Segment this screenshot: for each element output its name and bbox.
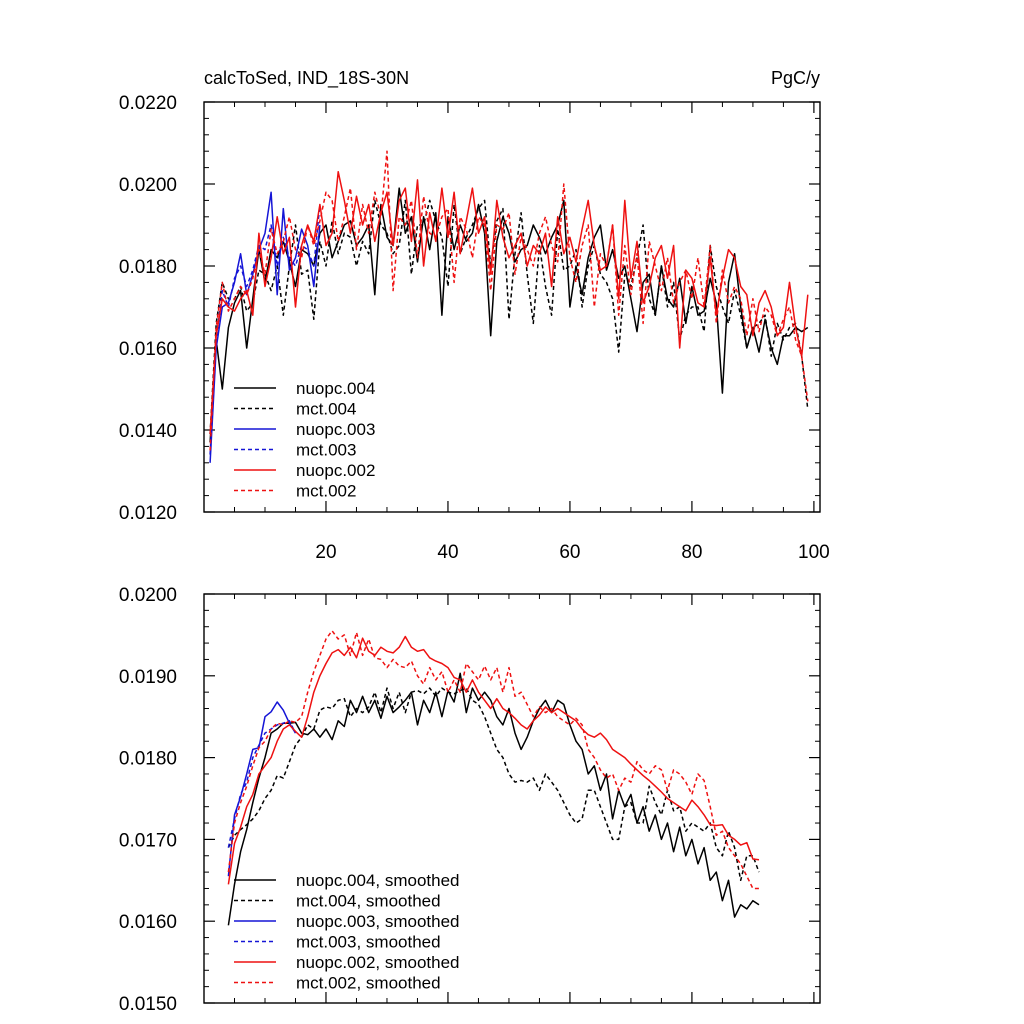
y-tick-label: 0.0180 — [119, 749, 177, 770]
series-line-mct-003-smoothed — [227, 720, 297, 848]
legend-label: mct.003 — [296, 441, 356, 460]
legend-label: nuopc.002, smoothed — [296, 953, 460, 972]
series-line-nuopc-002-smoothed — [227, 635, 760, 885]
legend-label: mct.003, smoothed — [296, 933, 441, 952]
chart-units: PgC/y — [771, 68, 820, 88]
x-tick-label: 100 — [798, 542, 830, 563]
series-line-nuopc-004-smoothed — [227, 672, 760, 926]
y-tick-label: 0.0190 — [119, 667, 177, 688]
series-line-nuopc-003 — [209, 191, 321, 463]
bottom-panel: 0.0150 0.0160 0.0170 0.0180 0.0190 0.0200 nuop… — [119, 585, 821, 1015]
y-tick-label: 0.0160 — [119, 912, 177, 933]
plot-frame — [203, 101, 821, 513]
series-group — [227, 630, 760, 926]
legend-label: nuopc.004, smoothed — [296, 871, 460, 890]
chart-title: calcToSed, IND_18S-30N — [204, 68, 409, 89]
series-group — [209, 150, 809, 463]
series-line-mct-004-smoothed — [227, 687, 760, 882]
x-tick-label: 60 — [559, 542, 580, 563]
legend-label: mct.002, smoothed — [296, 974, 441, 993]
legend-label: nuopc.002 — [296, 461, 375, 480]
y-tick-label: 0.0120 — [119, 503, 177, 524]
y-tick-label: 0.0200 — [119, 585, 177, 606]
y-tick-label: 0.0180 — [119, 257, 177, 278]
y-tick-label: 0.0150 — [119, 994, 177, 1015]
legend-label: mct.004 — [296, 400, 356, 419]
legend-label: mct.004, smoothed — [296, 892, 441, 911]
x-tick-label: 80 — [681, 542, 702, 563]
legend-label: nuopc.003, smoothed — [296, 912, 460, 931]
top-panel: 20 40 60 80 100 0.0120 0.0140 0.0160 0.0180 0.020… — [119, 68, 830, 563]
x-tick-label: 40 — [437, 542, 458, 563]
legend-label: nuopc.004 — [296, 379, 375, 398]
y-tick-label: 0.0200 — [119, 175, 177, 196]
y-tick-label: 0.0220 — [119, 93, 177, 114]
y-tick-label: 0.0160 — [119, 339, 177, 360]
legend-label: mct.002 — [296, 482, 356, 501]
y-tick-label: 0.0140 — [119, 421, 177, 442]
plot-frame — [203, 593, 821, 1004]
legend-label: nuopc.003 — [296, 420, 375, 439]
x-tick-label: 20 — [315, 542, 336, 563]
series-line-mct-002-smoothed — [227, 630, 759, 890]
y-tick-label: 0.0170 — [119, 830, 177, 851]
